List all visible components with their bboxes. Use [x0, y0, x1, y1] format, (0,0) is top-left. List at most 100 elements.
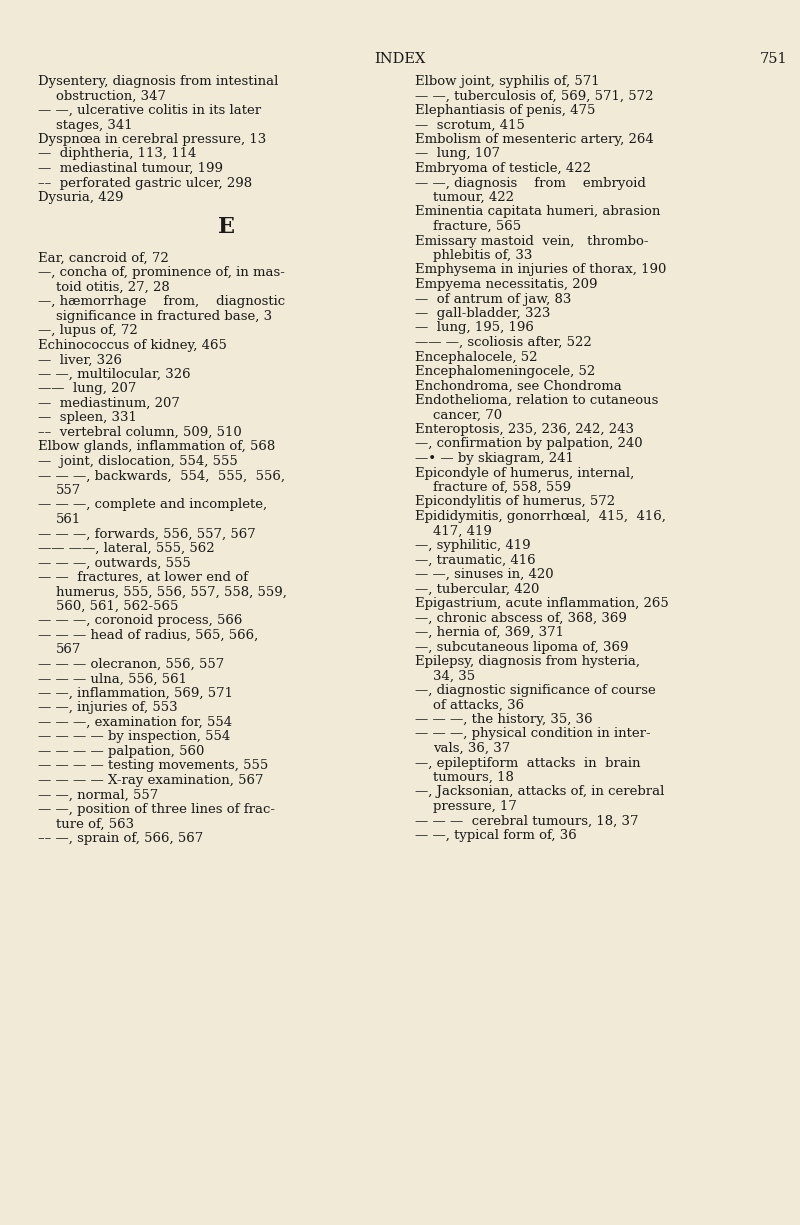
Text: cancer, 70: cancer, 70: [433, 408, 502, 421]
Text: Dysentery, diagnosis from intestinal: Dysentery, diagnosis from intestinal: [38, 75, 278, 88]
Text: of attacks, 36: of attacks, 36: [433, 698, 524, 712]
Text: Elephantiasis of penis, 475: Elephantiasis of penis, 475: [415, 104, 595, 118]
Text: — — —, physical condition in inter-: — — —, physical condition in inter-: [415, 728, 650, 740]
Text: — — —, outwards, 555: — — —, outwards, 555: [38, 556, 190, 570]
Text: — — —, complete and incomplete,: — — —, complete and incomplete,: [38, 499, 267, 511]
Text: —  gall-bladder, 323: — gall-bladder, 323: [415, 307, 550, 320]
Text: Elbow glands, inflammation of, 568: Elbow glands, inflammation of, 568: [38, 441, 275, 453]
Text: — —, sinuses in, 420: — —, sinuses in, 420: [415, 568, 554, 581]
Text: —, diagnostic significance of course: —, diagnostic significance of course: [415, 684, 656, 697]
Text: —  mediastinum, 207: — mediastinum, 207: [38, 397, 180, 410]
Text: significance in fractured base, 3: significance in fractured base, 3: [56, 310, 272, 323]
Text: tumour, 422: tumour, 422: [433, 191, 514, 205]
Text: ––  perforated gastric ulcer, 298: –– perforated gastric ulcer, 298: [38, 176, 252, 190]
Text: Encephalocele, 52: Encephalocele, 52: [415, 350, 538, 364]
Text: —  mediastinal tumour, 199: — mediastinal tumour, 199: [38, 162, 223, 175]
Text: —  lung, 107: — lung, 107: [415, 147, 500, 160]
Text: —, subcutaneous lipoma of, 369: —, subcutaneous lipoma of, 369: [415, 641, 629, 653]
Text: — —, inflammation, 569, 571: — —, inflammation, 569, 571: [38, 687, 233, 699]
Text: Eminentia capitata humeri, abrasion: Eminentia capitata humeri, abrasion: [415, 206, 660, 218]
Text: — —  fractures, at lower end of: — — fractures, at lower end of: [38, 571, 248, 584]
Text: Encephalomeningocele, 52: Encephalomeningocele, 52: [415, 365, 595, 379]
Text: ——  lung, 207: —— lung, 207: [38, 382, 136, 396]
Text: 751: 751: [760, 51, 788, 66]
Text: Endothelioma, relation to cutaneous: Endothelioma, relation to cutaneous: [415, 394, 658, 407]
Text: —, lupus of, 72: —, lupus of, 72: [38, 325, 138, 337]
Text: —, hernia of, 369, 371: —, hernia of, 369, 371: [415, 626, 564, 639]
Text: — — — — X-ray examination, 567: — — — — X-ray examination, 567: [38, 774, 263, 786]
Text: — — — head of radius, 565, 566,: — — — head of radius, 565, 566,: [38, 628, 258, 642]
Text: stages, 341: stages, 341: [56, 119, 133, 131]
Text: —, traumatic, 416: —, traumatic, 416: [415, 554, 536, 566]
Text: 417, 419: 417, 419: [433, 524, 492, 538]
Text: fracture of, 558, 559: fracture of, 558, 559: [433, 481, 571, 494]
Text: 560, 561, 562-565: 560, 561, 562-565: [56, 600, 178, 612]
Text: — — — — by inspection, 554: — — — — by inspection, 554: [38, 730, 230, 744]
Text: —, chronic abscess of, 368, 369: —, chronic abscess of, 368, 369: [415, 611, 627, 625]
Text: obstruction, 347: obstruction, 347: [56, 89, 166, 103]
Text: –– —, sprain of, 566, 567: –– —, sprain of, 566, 567: [38, 832, 203, 845]
Text: Epididymitis, gonorrhœal,  415,  416,: Epididymitis, gonorrhœal, 415, 416,: [415, 510, 666, 523]
Text: Epicondylitis of humerus, 572: Epicondylitis of humerus, 572: [415, 495, 615, 508]
Text: INDEX: INDEX: [374, 51, 426, 66]
Text: — — —, coronoid process, 566: — — —, coronoid process, 566: [38, 615, 242, 627]
Text: ture of, 563: ture of, 563: [56, 817, 134, 831]
Text: —  of antrum of jaw, 83: — of antrum of jaw, 83: [415, 293, 571, 305]
Text: Emissary mastoid  vein,   thrombo-: Emissary mastoid vein, thrombo-: [415, 234, 649, 247]
Text: vals, 36, 37: vals, 36, 37: [433, 742, 510, 755]
Text: toid otitis, 27, 28: toid otitis, 27, 28: [56, 281, 170, 294]
Text: humerus, 555, 556, 557, 558, 559,: humerus, 555, 556, 557, 558, 559,: [56, 586, 287, 598]
Text: — — — — testing movements, 555: — — — — testing movements, 555: [38, 760, 268, 773]
Text: — — — olecranon, 556, 557: — — — olecranon, 556, 557: [38, 658, 224, 671]
Text: Epilepsy, diagnosis from hysteria,: Epilepsy, diagnosis from hysteria,: [415, 655, 640, 668]
Text: Dyspnœa in cerebral pressure, 13: Dyspnœa in cerebral pressure, 13: [38, 134, 266, 146]
Text: — — —, backwards,  554,  555,  556,: — — —, backwards, 554, 555, 556,: [38, 469, 285, 483]
Text: —  scrotum, 415: — scrotum, 415: [415, 119, 525, 131]
Text: — — —, the history, 35, 36: — — —, the history, 35, 36: [415, 713, 593, 726]
Text: Dysuria, 429: Dysuria, 429: [38, 191, 123, 205]
Text: —, epileptiform  attacks  in  brain: —, epileptiform attacks in brain: [415, 757, 641, 769]
Text: fracture, 565: fracture, 565: [433, 220, 521, 233]
Text: —— ——, lateral, 555, 562: —— ——, lateral, 555, 562: [38, 541, 214, 555]
Text: — —, normal, 557: — —, normal, 557: [38, 789, 158, 801]
Text: —  lung, 195, 196: — lung, 195, 196: [415, 321, 534, 334]
Text: —  joint, dislocation, 554, 555: — joint, dislocation, 554, 555: [38, 454, 238, 468]
Text: — — —, forwards, 556, 557, 567: — — —, forwards, 556, 557, 567: [38, 528, 256, 540]
Text: Empyema necessitatis, 209: Empyema necessitatis, 209: [415, 278, 598, 292]
Text: — —, injuries of, 553: — —, injuries of, 553: [38, 702, 178, 714]
Text: tumours, 18: tumours, 18: [433, 771, 514, 784]
Text: —, confirmation by palpation, 240: —, confirmation by palpation, 240: [415, 437, 642, 451]
Text: Embolism of mesenteric artery, 264: Embolism of mesenteric artery, 264: [415, 134, 654, 146]
Text: — —, typical form of, 36: — —, typical form of, 36: [415, 829, 577, 842]
Text: —  diphtheria, 113, 114: — diphtheria, 113, 114: [38, 147, 196, 160]
Text: — —, ulcerative colitis in its later: — —, ulcerative colitis in its later: [38, 104, 261, 118]
Text: Ear, cancroid of, 72: Ear, cancroid of, 72: [38, 252, 169, 265]
Text: — — —  cerebral tumours, 18, 37: — — — cerebral tumours, 18, 37: [415, 815, 638, 828]
Text: E: E: [218, 216, 235, 238]
Text: — —, tuberculosis of, 569, 571, 572: — —, tuberculosis of, 569, 571, 572: [415, 89, 654, 103]
Text: Epigastrium, acute inflammation, 265: Epigastrium, acute inflammation, 265: [415, 597, 669, 610]
Text: ––  vertebral column, 509, 510: –– vertebral column, 509, 510: [38, 426, 242, 439]
Text: —— —, scoliosis after, 522: —— —, scoliosis after, 522: [415, 336, 592, 349]
Text: — — — ulna, 556, 561: — — — ulna, 556, 561: [38, 673, 187, 686]
Text: Epicondyle of humerus, internal,: Epicondyle of humerus, internal,: [415, 467, 634, 479]
Text: 34, 35: 34, 35: [433, 670, 475, 682]
Text: —  spleen, 331: — spleen, 331: [38, 412, 137, 424]
Text: Enteroptosis, 235, 236, 242, 243: Enteroptosis, 235, 236, 242, 243: [415, 423, 634, 436]
Text: —• — by skiagram, 241: —• — by skiagram, 241: [415, 452, 574, 466]
Text: — —, diagnosis    from    embryoid: — —, diagnosis from embryoid: [415, 176, 646, 190]
Text: —, Jacksonian, attacks of, in cerebral: —, Jacksonian, attacks of, in cerebral: [415, 785, 664, 799]
Text: Embryoma of testicle, 422: Embryoma of testicle, 422: [415, 162, 591, 175]
Text: Enchondroma, see Chondroma: Enchondroma, see Chondroma: [415, 380, 622, 392]
Text: pressure, 17: pressure, 17: [433, 800, 517, 813]
Text: — — —, examination for, 554: — — —, examination for, 554: [38, 715, 232, 729]
Text: —, hæmorrhage    from,    diagnostic: —, hæmorrhage from, diagnostic: [38, 295, 285, 309]
Text: 567: 567: [56, 643, 82, 657]
Text: —, tubercular, 420: —, tubercular, 420: [415, 583, 539, 595]
Text: — — — — palpation, 560: — — — — palpation, 560: [38, 745, 204, 758]
Text: — —, multilocular, 326: — —, multilocular, 326: [38, 368, 190, 381]
Text: phlebitis of, 33: phlebitis of, 33: [433, 249, 532, 262]
Text: 561: 561: [56, 513, 82, 526]
Text: 557: 557: [56, 484, 82, 497]
Text: —  liver, 326: — liver, 326: [38, 353, 122, 366]
